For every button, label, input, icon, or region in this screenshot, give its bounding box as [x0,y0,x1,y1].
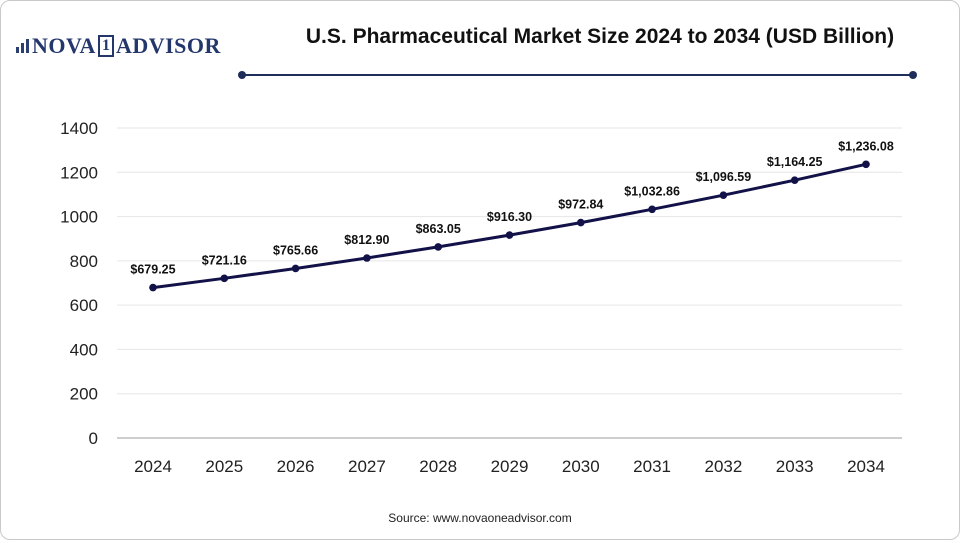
chart-title: U.S. Pharmaceutical Market Size 2024 to … [305,25,895,48]
brand-name-left: NOVA [32,33,96,58]
x-tick-label: 2029 [491,457,529,476]
x-tick-label: 2024 [134,457,172,476]
data-label: $972.84 [558,198,603,212]
y-tick-label: 0 [89,429,98,448]
data-label: $1,032.86 [624,184,680,198]
data-point [291,264,300,273]
data-label: $679.25 [130,263,175,277]
source-note: Source: www.novaoneadvisor.com [388,511,572,525]
data-label: $721.16 [202,253,247,267]
brand-logo: NOVA 1 ADVISOR [16,34,221,58]
data-label: $916.30 [487,210,532,224]
data-point [648,205,656,214]
title-underline-right-dot [909,71,917,79]
x-tick-label: 2025 [205,457,243,476]
y-tick-label: 600 [70,296,98,315]
data-point [719,191,728,199]
data-point [862,160,870,169]
data-label: $863.05 [416,222,461,236]
series-line [152,162,867,290]
data-point [363,254,371,262]
data-label: $1,096.59 [696,170,752,184]
x-tick-label: 2032 [704,457,742,476]
data-point [790,176,799,185]
data-point [434,243,443,251]
logo-bars-icon [16,39,29,53]
data-point [577,218,585,227]
title-underline [242,74,914,76]
data-label: $812.90 [344,233,389,247]
title-underline-left-dot [238,71,246,79]
data-label: $765.66 [273,243,318,257]
x-tick-label: 2031 [633,457,671,476]
y-tick-label: 1000 [60,208,98,227]
brand-name-number: 1 [97,35,114,57]
data-point [149,283,157,292]
x-tick-label: 2033 [776,457,814,476]
y-tick-label: 1400 [60,119,98,138]
y-tick-label: 800 [70,252,98,271]
y-tick-label: 1200 [60,163,98,182]
data-label: $1,236.08 [838,139,894,153]
x-tick-label: 2027 [348,457,386,476]
x-tick-label: 2034 [847,457,885,476]
data-point [505,231,514,239]
y-tick-label: 200 [70,385,98,404]
x-tick-label: 2030 [562,457,600,476]
x-tick-label: 2028 [419,457,457,476]
data-point [220,274,229,283]
brand-name-right: ADVISOR [115,33,221,58]
x-tick-label: 2026 [277,457,315,476]
y-tick-label: 400 [70,340,98,359]
data-label: $1,164.25 [767,155,823,169]
